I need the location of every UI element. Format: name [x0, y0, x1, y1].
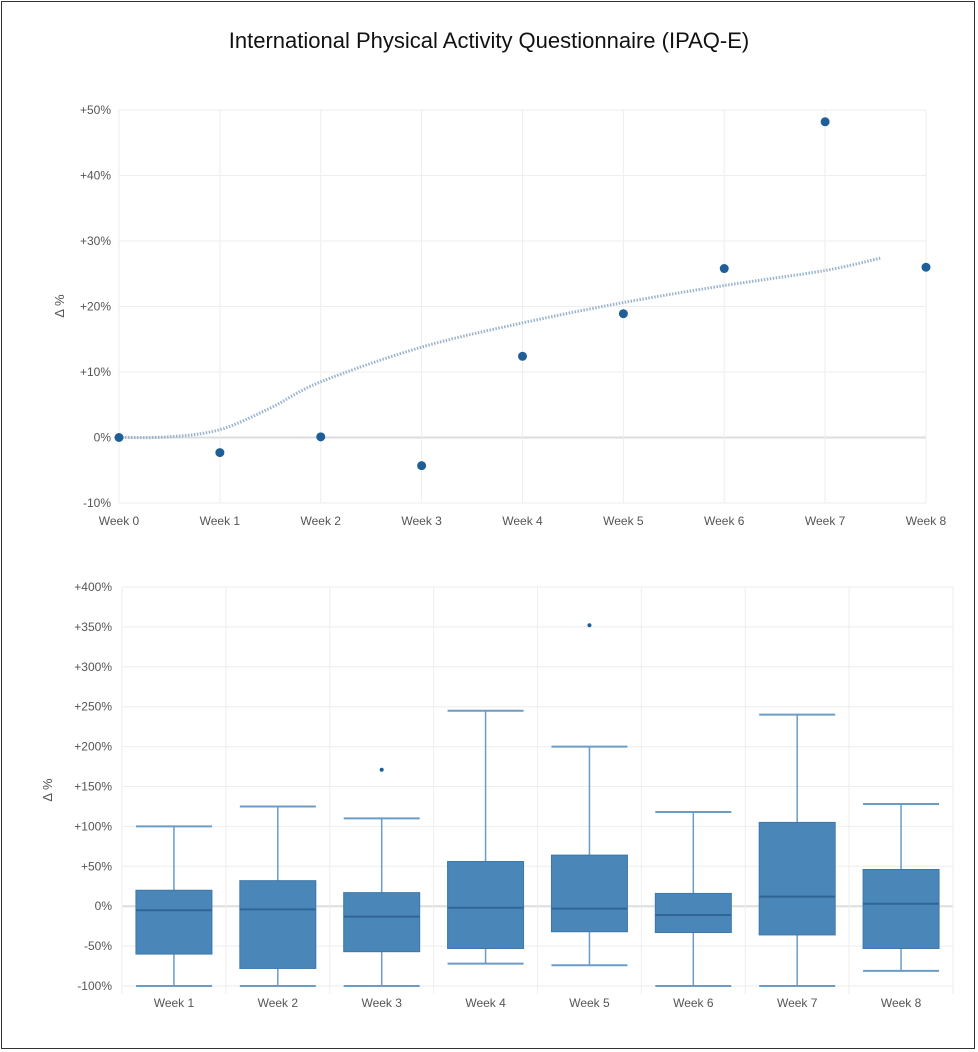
y-tick-label: +400%	[74, 580, 112, 594]
y-tick-label: +300%	[74, 660, 112, 674]
x-tick-label: Week 3	[401, 514, 442, 528]
trend-line	[118, 256, 881, 440]
y-tick-label: +50%	[81, 859, 112, 873]
y-tick-label: +10%	[80, 365, 111, 379]
outlier-point	[379, 767, 384, 772]
box	[758, 821, 836, 936]
y-tick-label: 0%	[95, 899, 113, 913]
data-point	[820, 117, 830, 127]
x-tick-label: Week 6	[704, 514, 745, 528]
box	[135, 889, 213, 955]
box	[654, 892, 732, 934]
box	[239, 880, 317, 969]
x-tick-label: Week 4	[465, 996, 506, 1010]
box	[862, 868, 940, 949]
box	[447, 861, 525, 949]
box	[550, 854, 628, 933]
x-tick-label: Week 5	[603, 514, 644, 528]
chart-title: International Physical Activity Question…	[228, 28, 750, 53]
x-tick-label: Week 3	[361, 996, 402, 1010]
x-tick-label: Week 0	[99, 514, 140, 528]
data-point	[114, 433, 124, 442]
x-tick-label: Week 7	[777, 996, 818, 1010]
x-tick-label: Week 8	[881, 996, 922, 1010]
y-tick-label: -100%	[77, 979, 112, 993]
y-tick-label: +20%	[80, 300, 111, 314]
y-tick-label: +30%	[80, 234, 111, 248]
x-tick-label: Week 4	[502, 514, 543, 528]
x-tick-label: Week 2	[301, 514, 342, 528]
data-point	[921, 262, 931, 272]
x-tick-label: Week 5	[569, 996, 610, 1010]
y-tick-label: +100%	[74, 819, 112, 833]
x-tick-label: Week 1	[154, 996, 195, 1010]
y-tick-label: 0%	[94, 431, 112, 445]
data-point	[417, 461, 427, 471]
x-tick-label: Week 2	[258, 996, 299, 1010]
y-tick-label: -50%	[84, 939, 112, 953]
x-tick-label: Week 1	[200, 514, 241, 528]
y-tick-label: +350%	[74, 620, 112, 634]
data-point	[316, 432, 326, 442]
y-tick-label: +250%	[74, 700, 112, 714]
data-point	[518, 351, 527, 361]
y-axis-label: Δ %	[40, 778, 55, 802]
y-tick-label: +40%	[80, 169, 111, 183]
y-tick-label: -10%	[83, 496, 111, 510]
y-tick-label: +150%	[74, 780, 112, 794]
outlier-point	[587, 623, 592, 628]
box	[343, 892, 421, 953]
data-point	[215, 448, 225, 458]
y-axis-label: Δ %	[52, 294, 67, 318]
data-point	[719, 264, 729, 274]
x-tick-label: Week 7	[805, 514, 846, 528]
x-tick-label: Week 8	[906, 514, 947, 528]
data-point	[618, 309, 628, 319]
y-tick-label: +200%	[74, 740, 112, 754]
x-tick-label: Week 6	[673, 996, 714, 1010]
y-tick-label: +50%	[80, 103, 111, 117]
